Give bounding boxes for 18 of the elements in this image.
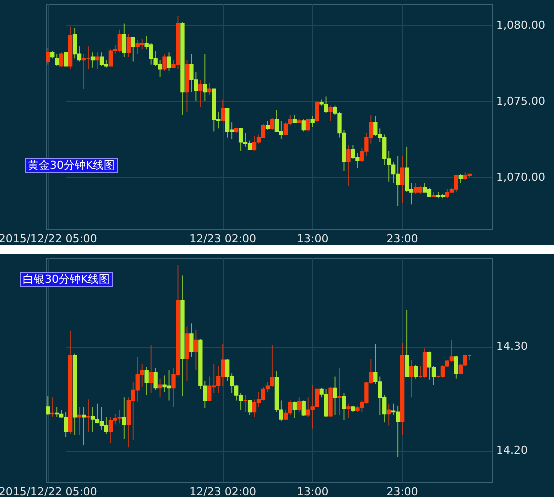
x-tick-label: 2015/12/22 05:00 <box>0 486 98 497</box>
y-tick-label: 1,080.00 <box>496 18 546 32</box>
candlestick <box>338 368 342 416</box>
candlestick <box>64 52 68 67</box>
x-tick-label: 23:00 <box>386 232 418 246</box>
x-tick-label: 12/23 02:00 <box>190 232 257 246</box>
y-tick-label: 1,070.00 <box>496 170 546 184</box>
text: 白银30分钟K线图 <box>20 272 114 287</box>
x-tick-label: 12/23 02:00 <box>190 486 257 497</box>
x-tick-label: 13:00 <box>296 232 329 246</box>
y-tick-label: 1,075.00 <box>496 94 546 108</box>
y-tick-label: 14.30 <box>496 340 528 354</box>
y-tick-label: 14.20 <box>496 444 528 458</box>
x-tick-label: 23:00 <box>386 486 418 497</box>
candlestick <box>346 403 351 419</box>
text: 黄金30分钟K线图 <box>25 158 118 173</box>
x-tick-label: 2015/12/22 05:00 <box>0 232 98 246</box>
x-tick-label: 13:00 <box>296 486 329 497</box>
